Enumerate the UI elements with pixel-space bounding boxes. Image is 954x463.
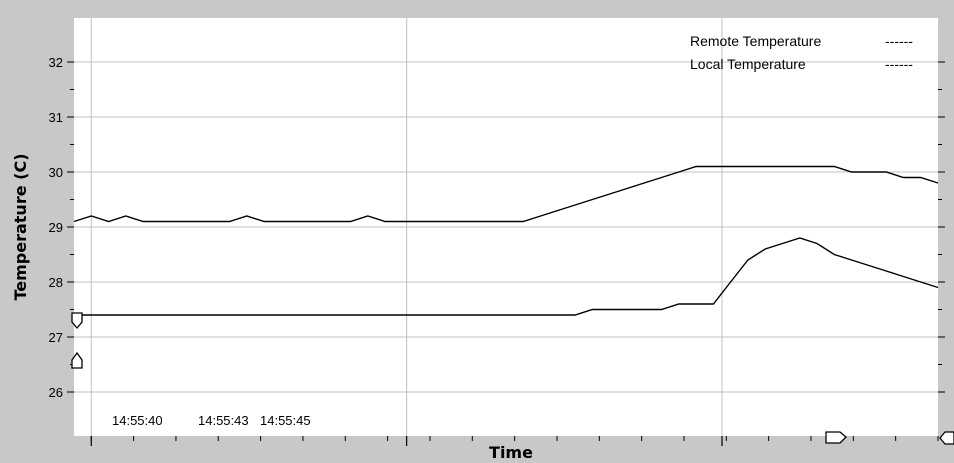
x-axis-title: Time [489, 443, 533, 462]
y-tick-label: 27 [49, 330, 63, 345]
time-label-3: 14:55:45 [260, 413, 311, 428]
y-axis-title: Temperature (C) [11, 153, 30, 300]
x-scroll-start-marker[interactable] [825, 431, 847, 444]
scroll-markers[interactable] [71, 312, 954, 445]
y-tick-label: 31 [49, 110, 63, 125]
y-tick-label: 32 [49, 55, 63, 70]
time-label-1: 14:55:40 [112, 413, 163, 428]
y-scroll-upper-marker[interactable] [71, 312, 83, 330]
y-tick-label: 28 [49, 275, 63, 290]
legend-swatch-remote: ------ [885, 33, 913, 49]
y-scroll-lower-marker[interactable] [71, 351, 83, 369]
series-lines [73, 165, 939, 316]
series-line-remote [73, 165, 939, 223]
legend-entry-remote: Remote Temperature [690, 33, 821, 49]
x-axis [90, 436, 939, 446]
y-tick-label: 26 [49, 385, 63, 400]
legend-swatch-local: ------ [885, 56, 913, 72]
x-scroll-end-marker[interactable] [939, 431, 954, 445]
legend-entry-local: Local Temperature [690, 56, 806, 72]
legend: Remote Temperature ------ Local Temperat… [690, 33, 913, 72]
series-line-local [74, 237, 939, 316]
grid-lines [74, 18, 938, 436]
y-tick-label: 30 [49, 165, 63, 180]
y-axis: 26 27 28 29 30 31 32 [49, 55, 945, 400]
y-tick-label: 29 [49, 220, 63, 235]
time-label-2: 14:55:43 [198, 413, 249, 428]
